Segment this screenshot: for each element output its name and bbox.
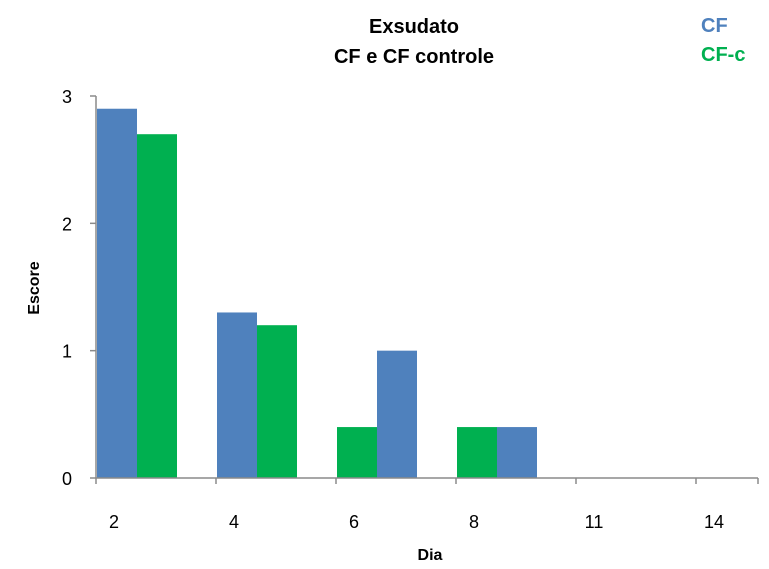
- bars-layer: [97, 108, 537, 478]
- y-tick-label-1: 1: [62, 342, 72, 362]
- bar-cf-c-dia-2: [137, 134, 177, 478]
- y-tick-label-2: 2: [62, 214, 72, 234]
- y-axis-label: Escore: [26, 261, 43, 314]
- bar-cf-c-dia-4: [257, 325, 297, 478]
- chart-title-line-2: CF e CF controle: [334, 46, 494, 68]
- bar-cf-dia-4: [217, 312, 257, 478]
- x-tick-label-4: 4: [229, 512, 239, 532]
- legend-label-cf: CF: [701, 15, 728, 37]
- legend-label-cf-c: CF-c: [701, 44, 745, 66]
- x-axis-label: Dia: [418, 547, 443, 564]
- x-tick-label-6: 6: [349, 512, 359, 532]
- bar-cf-dia-2: [97, 108, 137, 478]
- x-tick-label-11: 11: [585, 512, 604, 532]
- y-tick-label-3: 3: [62, 87, 72, 107]
- x-ticks-layer: 2 4 6 8 11 14: [95, 478, 759, 532]
- x-tick-label-14: 14: [704, 512, 724, 532]
- x-tick-label-8: 8: [469, 512, 479, 532]
- chart-title-line-1: Exsudato: [369, 16, 459, 38]
- bar-cf-dia-8: [497, 427, 537, 478]
- x-tick-label-2: 2: [109, 512, 119, 532]
- y-tick-label-0: 0: [62, 469, 72, 489]
- bar-cf-c-dia-6: [337, 427, 377, 478]
- y-ticks-layer: 0 1 2 3: [62, 87, 96, 489]
- bar-cf-dia-6: [377, 350, 417, 478]
- bar-cf-c-dia-8: [457, 427, 497, 478]
